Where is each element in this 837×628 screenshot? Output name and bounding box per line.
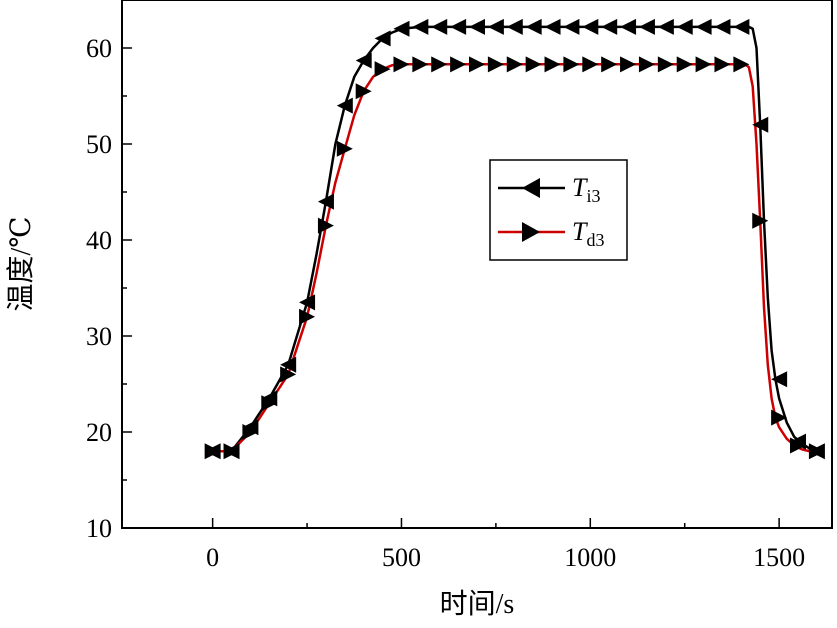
marker-i3 (280, 356, 297, 373)
marker-d3 (752, 212, 769, 229)
y-tick-label: 20 (86, 418, 112, 447)
plot-frame (121, 0, 833, 529)
marker-d3 (374, 61, 391, 78)
marker-i3 (355, 52, 372, 69)
marker-d3 (676, 56, 693, 73)
marker-i3 (544, 18, 561, 35)
marker-d3 (601, 56, 618, 73)
marker-i3 (317, 193, 334, 210)
marker-i3 (714, 18, 731, 35)
marker-d3 (299, 308, 316, 325)
legend-label-ti3-sub: i3 (586, 186, 600, 206)
marker-i3 (506, 18, 523, 35)
marker-d3 (223, 443, 240, 460)
marker-i3 (733, 18, 750, 35)
marker-d3 (525, 56, 542, 73)
marker-d3 (695, 56, 712, 73)
marker-i3 (374, 30, 391, 47)
marker-d3 (506, 56, 523, 73)
x-tick-label: 0 (206, 543, 219, 572)
x-tick-label: 1000 (564, 543, 616, 572)
y-tick-label: 60 (86, 34, 112, 63)
legend: Ti3 Td3 (489, 159, 628, 261)
x-tick-label: 1500 (753, 543, 805, 572)
marker-d3 (280, 366, 297, 383)
legend-marker-ti3 (522, 178, 540, 198)
marker-i3 (601, 18, 618, 35)
marker-i3 (450, 18, 467, 35)
marker-d3 (355, 83, 372, 100)
marker-d3 (487, 56, 504, 73)
marker-i3 (412, 18, 429, 35)
marker-d3 (733, 56, 750, 73)
marker-d3 (714, 56, 731, 73)
legend-label-ti3: Ti3 (572, 173, 600, 206)
y-axis-label: 温度/℃ (5, 216, 37, 311)
marker-d3 (620, 56, 637, 73)
legend-label-ti3-main: T (572, 173, 588, 202)
marker-i3 (469, 18, 485, 35)
x-axis-ticks: 0 500 1000 1500 (206, 518, 805, 572)
marker-d3 (638, 56, 655, 73)
marker-i3 (563, 18, 580, 35)
y-tick-label: 50 (86, 130, 112, 159)
marker-d3 (582, 56, 599, 73)
marker-i3 (771, 371, 788, 388)
marker-i3 (620, 18, 637, 35)
marker-d3 (790, 437, 807, 454)
marker-i3 (393, 20, 410, 37)
marker-i3 (431, 18, 448, 35)
x-axis-label: 时间/s (440, 588, 515, 620)
series-line-i3 (212, 25, 818, 453)
marker-i3 (336, 97, 353, 114)
marker-i3 (695, 18, 712, 35)
marker-d3 (317, 217, 334, 234)
marker-d3 (469, 56, 485, 73)
marker-d3 (204, 443, 221, 460)
marker-d3 (771, 409, 788, 426)
marker-d3 (657, 56, 674, 73)
marker-d3 (563, 56, 580, 73)
legend-label-td3-sub: d3 (586, 230, 604, 250)
marker-i3 (487, 18, 504, 35)
x-tick-label: 500 (382, 543, 421, 572)
marker-i3 (638, 18, 655, 35)
marker-d3 (393, 56, 410, 73)
marker-i3 (525, 18, 542, 35)
y-tick-label: 10 (86, 514, 112, 543)
marker-d3 (450, 56, 467, 73)
marker-d3 (336, 140, 353, 157)
y-tick-label: 40 (86, 226, 112, 255)
legend-marker-td3 (522, 222, 540, 242)
series-markers (204, 18, 825, 460)
marker-d3 (261, 395, 278, 412)
marker-d3 (431, 56, 448, 73)
y-axis-ticks: 10 20 30 40 50 60 (86, 0, 132, 543)
marker-i3 (752, 116, 769, 133)
marker-i3 (657, 18, 674, 35)
marker-d3 (808, 443, 825, 460)
y-tick-label: 30 (86, 322, 112, 351)
marker-d3 (242, 424, 259, 440)
marker-d3 (412, 56, 429, 73)
marker-d3 (544, 56, 561, 73)
marker-i3 (299, 294, 316, 311)
legend-box (489, 159, 628, 261)
legend-label-td3: Td3 (572, 217, 604, 250)
legend-label-td3-main: T (572, 217, 588, 246)
marker-i3 (676, 18, 693, 35)
marker-i3 (582, 18, 599, 35)
